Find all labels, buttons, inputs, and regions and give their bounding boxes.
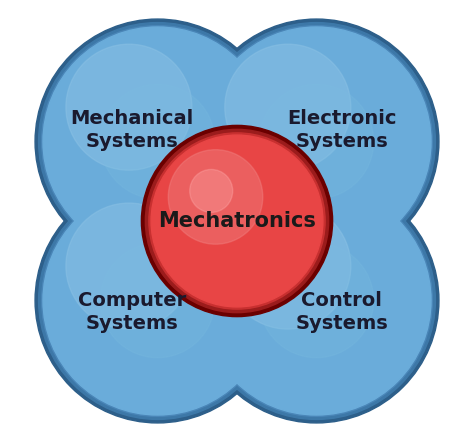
Circle shape bbox=[201, 185, 432, 416]
Circle shape bbox=[146, 130, 328, 312]
Circle shape bbox=[259, 243, 374, 358]
Circle shape bbox=[151, 135, 323, 307]
Circle shape bbox=[190, 169, 233, 213]
Circle shape bbox=[42, 185, 273, 416]
Circle shape bbox=[198, 182, 436, 419]
Text: Control
Systems: Control Systems bbox=[295, 291, 388, 333]
Circle shape bbox=[66, 203, 192, 329]
Circle shape bbox=[225, 203, 351, 329]
Circle shape bbox=[201, 26, 432, 257]
Circle shape bbox=[38, 182, 276, 419]
Circle shape bbox=[100, 84, 215, 199]
Circle shape bbox=[66, 44, 192, 170]
Circle shape bbox=[202, 27, 431, 256]
Text: Electronic
Systems: Electronic Systems bbox=[287, 109, 396, 151]
Circle shape bbox=[35, 178, 280, 423]
Circle shape bbox=[149, 133, 325, 309]
Circle shape bbox=[194, 178, 439, 423]
Circle shape bbox=[35, 19, 280, 264]
Circle shape bbox=[194, 19, 439, 264]
Circle shape bbox=[202, 186, 431, 415]
Circle shape bbox=[43, 186, 272, 415]
Circle shape bbox=[100, 243, 215, 358]
Circle shape bbox=[141, 126, 333, 316]
Circle shape bbox=[225, 44, 351, 170]
Text: Computer
Systems: Computer Systems bbox=[78, 291, 186, 333]
Circle shape bbox=[43, 27, 272, 256]
Text: Mechatronics: Mechatronics bbox=[158, 211, 316, 231]
Circle shape bbox=[198, 23, 436, 260]
Circle shape bbox=[168, 150, 263, 244]
Circle shape bbox=[259, 84, 374, 199]
Circle shape bbox=[38, 23, 276, 260]
Text: Mechanical
Systems: Mechanical Systems bbox=[71, 109, 194, 151]
Circle shape bbox=[42, 26, 273, 257]
